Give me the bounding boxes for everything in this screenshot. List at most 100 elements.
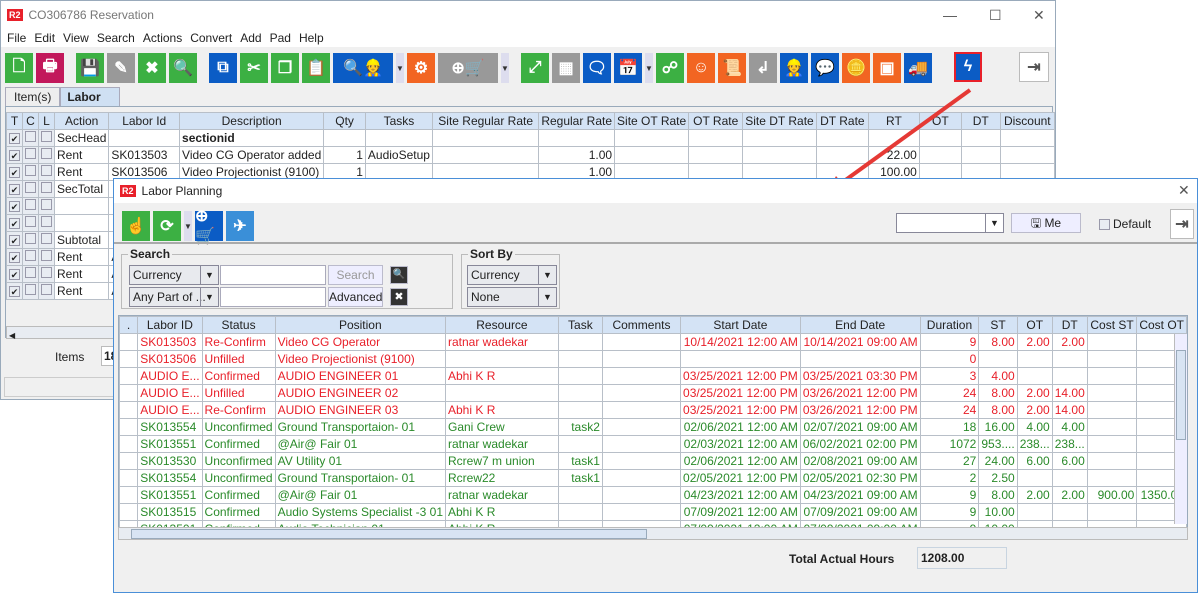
menu-pad[interactable]: Pad — [269, 31, 291, 45]
dialog-close-button[interactable]: ✕ — [1178, 182, 1190, 198]
t-checkbox[interactable]: ✔ — [6, 146, 23, 164]
message-icon[interactable]: 🗨 — [583, 53, 611, 83]
scroll-icon[interactable]: 📜 — [718, 53, 746, 83]
column-header-st[interactable]: ST — [978, 316, 1018, 334]
labor-row[interactable]: AUDIO E... Re-Confirm AUDIO ENGINEER 03 Abh… — [119, 401, 1187, 419]
labor-row[interactable]: SK013551 Confirmed @Air@ Fair 01 ratnar wad… — [119, 486, 1187, 504]
c-checkbox[interactable] — [22, 129, 39, 147]
grid-icon[interactable]: ▦ — [552, 53, 580, 83]
default-checkbox[interactable]: Default — [1099, 217, 1151, 231]
delete-x-icon[interactable]: ✖ — [138, 53, 166, 83]
menu-help[interactable]: Help — [298, 31, 324, 45]
sort-first-select[interactable]: Currency ▼ — [467, 265, 557, 285]
column-header-task[interactable]: Task — [557, 316, 603, 334]
dropdown-arrow-icon[interactable]: ▼ — [396, 53, 404, 83]
labor-row[interactable]: SK013554 Unconfirmed Ground Transportaion-… — [119, 418, 1187, 436]
menu-edit[interactable]: Edit — [34, 31, 56, 45]
column-header-duration[interactable]: Duration — [919, 316, 980, 334]
tab-items[interactable]: Item(s) — [5, 87, 61, 106]
l-checkbox[interactable] — [38, 248, 55, 266]
t-checkbox[interactable]: ✔ — [6, 265, 23, 283]
comment-zero-icon[interactable]: 💬 — [811, 53, 839, 83]
labor-row[interactable]: SK013515 Confirmed Audio Systems Specialis… — [119, 503, 1187, 521]
expand-icon[interactable]: ⤢ — [521, 53, 549, 83]
print-icon[interactable]: 🖶 — [36, 53, 64, 83]
labor-row[interactable]: SK013503 Re-Confirm Video CG Operator ratna… — [119, 333, 1187, 351]
column-header-site-dt-rate[interactable]: Site DT Rate — [742, 112, 817, 130]
search-button[interactable]: Search — [328, 265, 383, 285]
vertical-scrollbar[interactable] — [1174, 334, 1187, 524]
layout-select[interactable]: ▼ — [896, 213, 1004, 233]
save-icon[interactable]: 💾 — [76, 53, 104, 83]
worker-icon[interactable]: 👷 — [780, 53, 808, 83]
search-field-select[interactable]: Currency ▼ — [129, 265, 219, 285]
t-checkbox[interactable]: ✔ — [6, 282, 23, 300]
dropdown-arrow-icon[interactable]: ▼ — [645, 53, 653, 83]
t-checkbox[interactable]: ✔ — [6, 248, 23, 266]
labor-row[interactable]: SK013506 Unfilled Video Projectionist (910… — [119, 350, 1187, 368]
minimize-button[interactable]: — — [943, 7, 957, 23]
column-header-tasks[interactable]: Tasks — [364, 112, 433, 130]
copy-zero-icon[interactable]: ⧉ — [209, 53, 237, 83]
edit-pencil-icon[interactable]: ✎ — [107, 53, 135, 83]
column-header-description[interactable]: Description — [179, 112, 325, 130]
l-checkbox[interactable] — [38, 214, 55, 232]
column-header-regular-rate[interactable]: Regular Rate — [538, 112, 616, 130]
hand-pointer-icon[interactable]: ☝ — [122, 211, 150, 241]
t-checkbox[interactable]: ✔ — [6, 231, 23, 249]
lightning-icon[interactable]: ϟ — [954, 52, 982, 82]
maximize-button[interactable]: ☐ — [989, 7, 1002, 23]
l-checkbox[interactable] — [38, 180, 55, 198]
coins-add-icon[interactable]: 🪙 — [842, 53, 870, 83]
column-header-end-date[interactable]: End Date — [799, 316, 921, 334]
l-checkbox[interactable] — [38, 146, 55, 164]
search-icon[interactable]: 🔍 — [390, 266, 408, 284]
c-checkbox[interactable] — [22, 197, 39, 215]
hierarchy-icon[interactable]: ☍ — [656, 53, 684, 83]
clear-search-icon[interactable]: ✖ — [390, 288, 408, 306]
save-me-button[interactable]: 🖫 Me — [1011, 213, 1081, 233]
column-header-labor-id[interactable]: Labor ID — [137, 316, 203, 334]
sort-second-select[interactable]: None ▼ — [467, 287, 557, 307]
calendar-icon[interactable]: 📅 — [614, 53, 642, 83]
table-row[interactable]: ✔ Rent SK013506 Video Projectionist (9100) 1… — [6, 163, 1056, 181]
add-to-cart-po-icon[interactable]: ⊕🛒 — [438, 53, 498, 83]
match-type-select[interactable]: Any Part of ... ▼ — [129, 287, 219, 307]
labor-horizontal-scrollbar[interactable] — [118, 527, 1188, 540]
dialog-exit-icon[interactable]: ⇥ — [1170, 209, 1194, 239]
column-header-position[interactable]: Position — [274, 316, 447, 334]
settings-gears-icon[interactable]: ⚙ — [407, 53, 435, 83]
labor-row[interactable]: AUDIO E... Confirmed AUDIO ENGINEER 01 Abhi… — [119, 367, 1187, 385]
column-header-cost-ot[interactable]: Cost OT — [1136, 316, 1187, 334]
add-po-cart-icon[interactable]: ⊕🛒 — [195, 208, 223, 245]
column-header-labor-id[interactable]: Labor Id — [108, 112, 181, 130]
smiley-icon[interactable]: ☺ — [687, 53, 715, 83]
column-header-start-date[interactable]: Start Date — [680, 316, 801, 334]
search-input-2[interactable] — [220, 287, 326, 307]
cut-scissors-icon[interactable]: ✂ — [240, 53, 268, 83]
exit-icon[interactable]: ⇥ — [1019, 52, 1049, 82]
labor-row[interactable]: AUDIO E... Unfilled AUDIO ENGINEER 02 03/25… — [119, 384, 1187, 402]
search-input[interactable] — [220, 265, 326, 285]
return-icon[interactable]: ↲ — [749, 53, 777, 83]
new-document-icon[interactable]: 🗋 — [5, 53, 33, 83]
search-labor-icon[interactable]: 🔍👷 — [333, 53, 393, 83]
paste-icon[interactable]: 📋 — [302, 53, 330, 83]
labor-row[interactable]: SK013554 Unconfirmed Ground Transportaion-… — [119, 469, 1187, 487]
safe-icon[interactable]: ▣ — [873, 53, 901, 83]
column-header-discount[interactable]: Discount — [999, 112, 1056, 130]
close-button[interactable]: ✕ — [1033, 7, 1045, 23]
column-header-site-ot-rate[interactable]: Site OT Rate — [614, 112, 690, 130]
dropdown-arrow-icon[interactable]: ▼ — [184, 211, 192, 241]
c-checkbox[interactable] — [22, 214, 39, 232]
t-checkbox[interactable]: ✔ — [6, 163, 23, 181]
travel-services-icon[interactable]: ✈ — [226, 211, 254, 241]
t-checkbox[interactable]: ✔ — [6, 129, 23, 147]
column-header-status[interactable]: Status — [201, 316, 276, 334]
table-row[interactable]: ✔ Rent SK013503 Video CG Operator added 1 Aud… — [6, 146, 1056, 164]
labor-row[interactable]: SK013551 Confirmed @Air@ Fair 01 ratnar wad… — [119, 435, 1187, 453]
search-icon[interactable]: 🔍 — [169, 53, 197, 83]
menu-file[interactable]: File — [7, 31, 27, 45]
column-header-site-regular-rate[interactable]: Site Regular Rate — [431, 112, 540, 130]
menu-view[interactable]: View — [63, 31, 89, 45]
